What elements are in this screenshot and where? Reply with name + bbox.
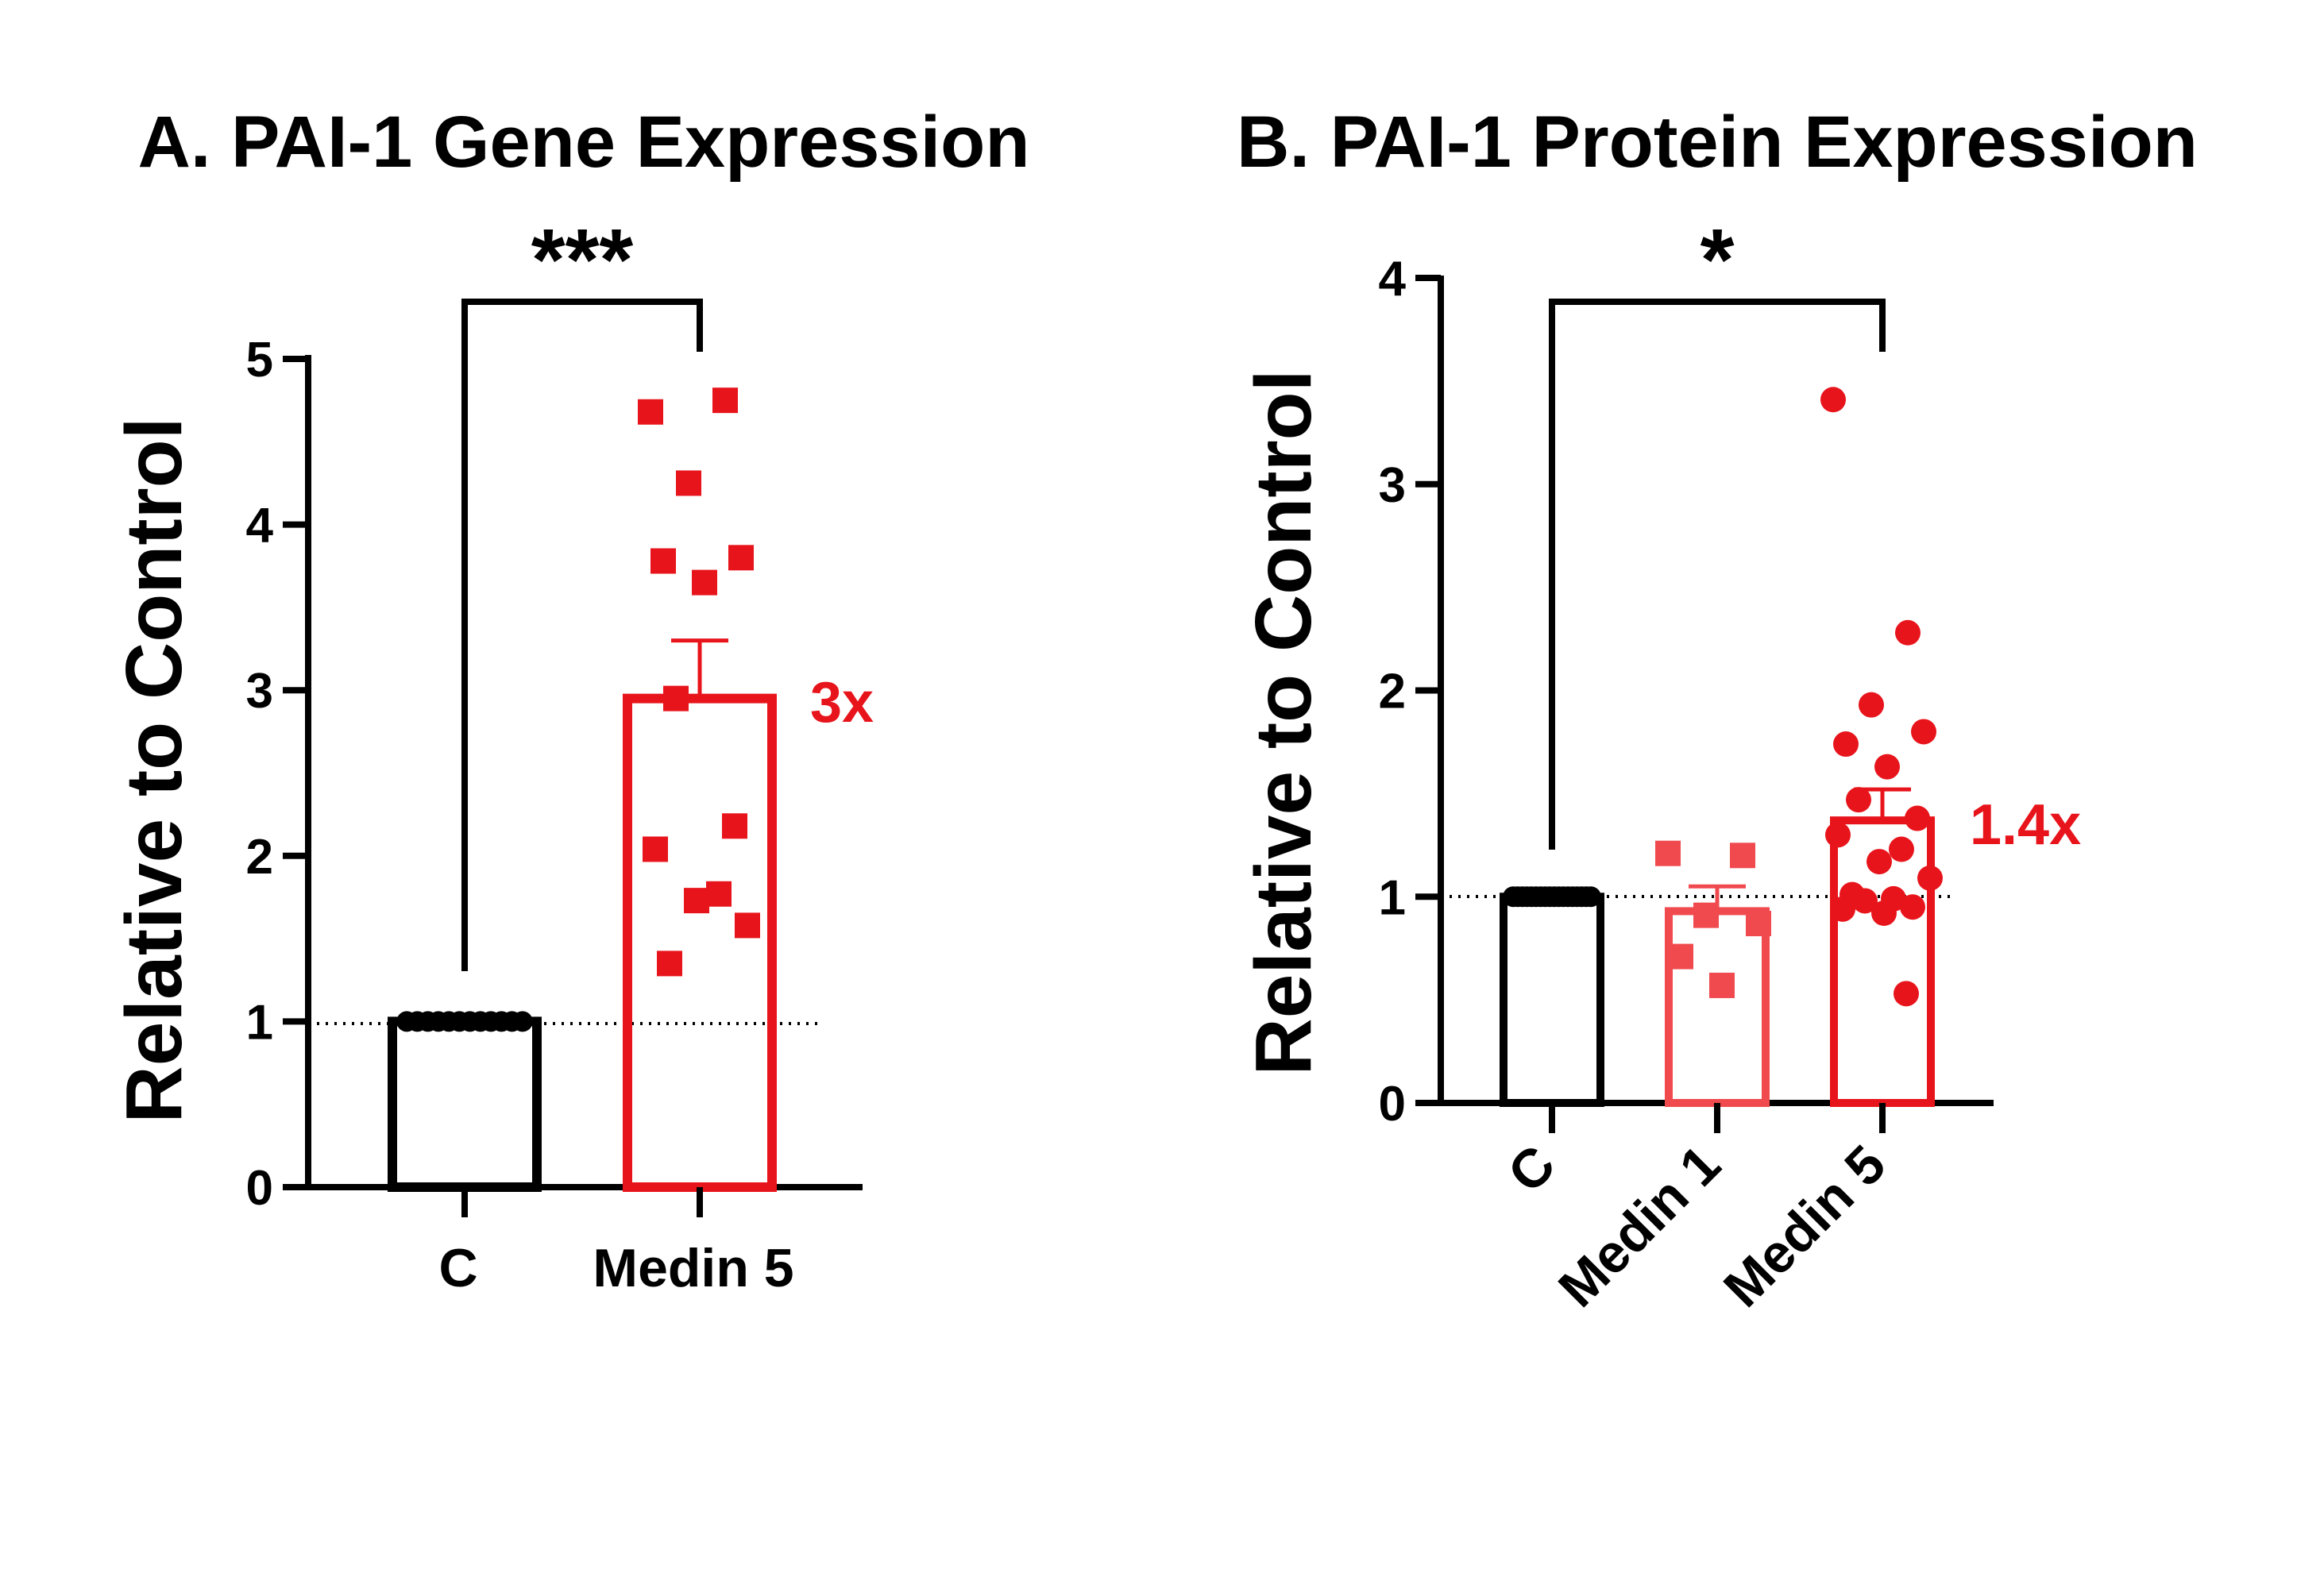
data-point: [1889, 836, 1914, 862]
data-point: [1746, 911, 1771, 937]
panel-b-y-axis-label: Relative to Control: [1239, 370, 1328, 1076]
data-point: [676, 470, 701, 496]
data-point: [1859, 692, 1884, 718]
y-tick-label: 5: [246, 333, 273, 388]
data-point: [650, 548, 676, 574]
y-tick-label: 0: [1379, 1077, 1406, 1132]
data-point: [643, 836, 668, 862]
y-tick-label: 2: [246, 830, 273, 885]
panel-a-significance-label: ***: [531, 211, 634, 309]
y-tick-label: 1: [246, 995, 273, 1050]
y-tick-label: 3: [1379, 458, 1406, 513]
data-point: [1580, 886, 1601, 908]
data-point: [1709, 972, 1735, 998]
bar: [388, 1016, 542, 1193]
panel-b-fold-change-label: 1.4x: [1970, 793, 2081, 857]
data-point: [1820, 387, 1846, 413]
data-point: [1693, 902, 1719, 928]
panel-b: B. PAI-1 Protein Expression Relative to …: [1237, 102, 2198, 1319]
panel-b-bars: [1500, 787, 1935, 1107]
panel-b-y-ticks: 0 1 2 3 4: [1379, 252, 1441, 1132]
panel-a-significance-bracket: [461, 299, 703, 971]
data-point: [663, 685, 689, 711]
panel-b-title: B. PAI-1 Protein Expression: [1237, 102, 2198, 183]
panel-b-significance-label: *: [1701, 211, 1735, 309]
y-tick-label: 2: [1379, 665, 1406, 719]
data-point: [1852, 888, 1878, 914]
data-point: [684, 888, 709, 914]
data-point: [1846, 787, 1871, 813]
bar: [1665, 907, 1770, 1107]
data-point: [706, 881, 732, 907]
data-point: [692, 569, 717, 596]
data-point: [735, 912, 760, 939]
data-point: [1911, 719, 1936, 745]
panel-b-points: [1503, 387, 1943, 1007]
panel-a-fold-change-label: 3x: [810, 671, 874, 735]
data-point: [1730, 843, 1755, 869]
panel-a-x-ticks: C Medin 5: [438, 1187, 794, 1298]
data-point: [1905, 805, 1930, 831]
y-tick-label: 4: [246, 499, 274, 553]
data-point: [1655, 840, 1681, 866]
y-tick-label: 4: [1379, 252, 1407, 307]
panel-a: A. PAI-1 Gene Expression Relative to Con…: [110, 102, 1030, 1298]
x-category-label: Medin 5: [1712, 1134, 1897, 1319]
data-point: [1830, 896, 1855, 922]
data-point: [1895, 619, 1921, 646]
panel-a-bars: [388, 638, 777, 1193]
panel-a-points: [396, 388, 760, 1032]
data-point: [1894, 981, 1919, 1007]
panel-b-significance-bracket: [1549, 299, 1886, 850]
data-point: [1871, 900, 1897, 927]
panel-a-y-ticks: 0 1 2 3 4 5: [246, 333, 308, 1216]
x-category-label: C: [1496, 1134, 1566, 1204]
x-category-label: Medin 1: [1547, 1134, 1732, 1319]
data-point: [1833, 731, 1859, 758]
data-point: [1917, 865, 1943, 891]
data-point: [1874, 754, 1900, 780]
data-point: [712, 388, 738, 414]
data-point: [1867, 849, 1892, 875]
data-point: [1668, 943, 1693, 970]
data-point: [512, 1011, 533, 1032]
data-point: [722, 813, 747, 839]
data-point: [638, 399, 663, 425]
y-tick-label: 0: [246, 1161, 273, 1216]
data-point: [728, 545, 754, 571]
panel-a-title: A. PAI-1 Gene Expression: [137, 102, 1029, 183]
panel-a-y-axis-label: Relative to Control: [110, 418, 199, 1124]
x-category-label: C: [438, 1238, 477, 1298]
bar: [1500, 893, 1604, 1107]
data-point: [1900, 894, 1925, 920]
y-tick-label: 1: [1379, 870, 1406, 925]
data-point: [657, 951, 682, 977]
x-category-label: Medin 5: [593, 1238, 793, 1298]
bar: [623, 693, 777, 1192]
data-point: [1825, 822, 1851, 848]
y-tick-label: 3: [246, 664, 273, 719]
